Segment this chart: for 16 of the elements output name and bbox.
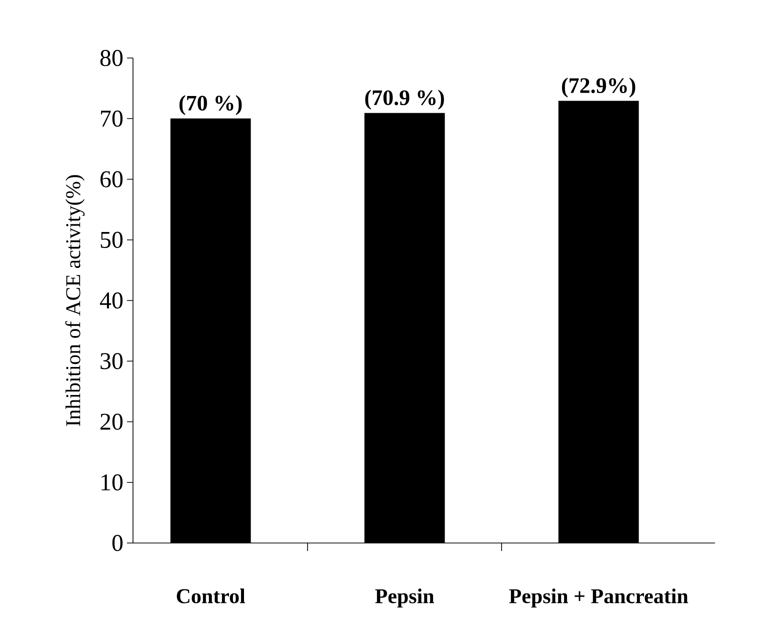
x-tick-label: Pepsin + Pancreatin [509, 588, 688, 608]
y-tick-label: 10 [102, 474, 123, 490]
y-tick-label: 80 [100, 50, 123, 66]
data-label: (70 %) [180, 95, 242, 116]
data-label: (72.9%) [562, 78, 636, 98]
y-tick-label: 70 [101, 110, 123, 127]
y-tick-label: 30 [100, 353, 123, 370]
x-tick-label: Pepsin [375, 588, 434, 608]
y-tick-label: 60 [100, 171, 123, 188]
y-tick-label: 40 [100, 292, 123, 309]
y-tick-label: 20 [100, 414, 123, 430]
y-axis-title: Inhibition of ACE activity(%) [65, 175, 85, 426]
x-tick-label: Control [176, 588, 246, 604]
data-label: (70.9 %) [365, 90, 444, 110]
y-tick-label: 0 [112, 534, 123, 552]
y-tick-label: 50 [100, 232, 123, 248]
